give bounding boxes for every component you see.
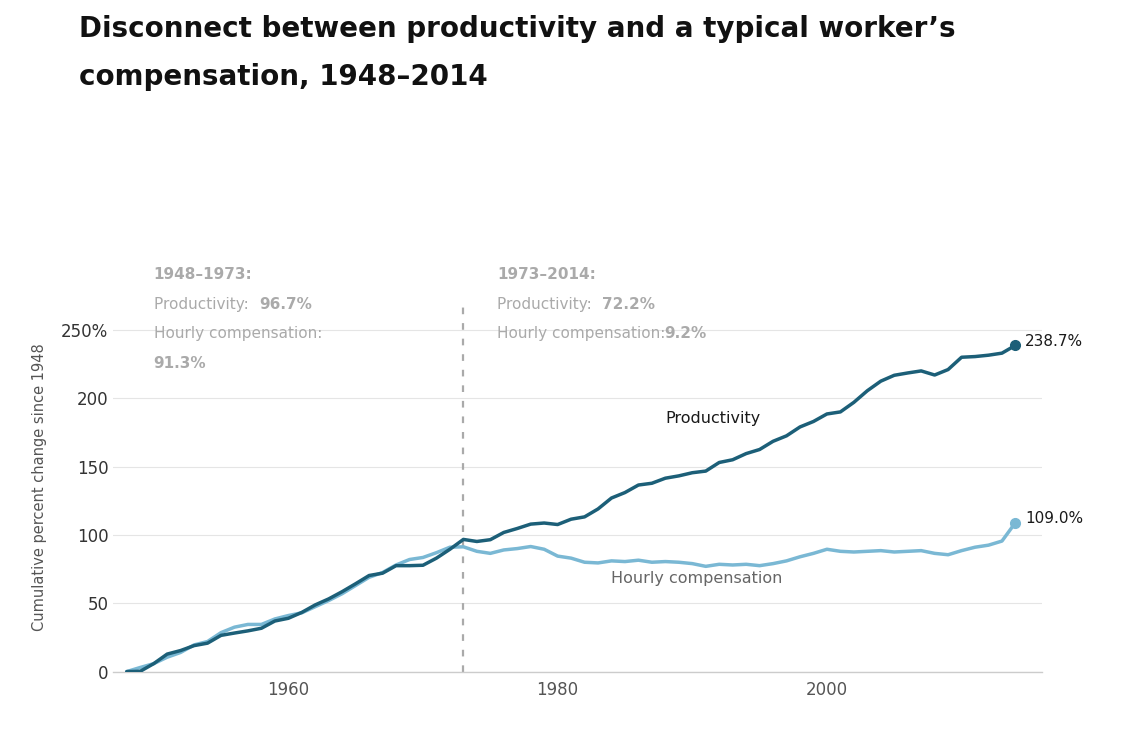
Text: compensation, 1948–2014: compensation, 1948–2014 [79, 63, 488, 91]
Text: 9.2%: 9.2% [665, 326, 707, 341]
Text: Hourly compensation: Hourly compensation [612, 570, 783, 586]
Text: 109.0%: 109.0% [1025, 511, 1083, 526]
Text: 96.7%: 96.7% [259, 297, 312, 311]
Text: Productivity:: Productivity: [497, 297, 597, 311]
Text: Hourly compensation:: Hourly compensation: [154, 326, 322, 341]
Text: Productivity: Productivity [665, 411, 760, 426]
Text: 72.2%: 72.2% [603, 297, 655, 311]
Y-axis label: Cumulative percent change since 1948: Cumulative percent change since 1948 [33, 343, 48, 631]
Text: 238.7%: 238.7% [1025, 334, 1083, 349]
Text: Disconnect between productivity and a typical worker’s: Disconnect between productivity and a ty… [79, 15, 956, 43]
Text: 1948–1973:: 1948–1973: [154, 267, 253, 282]
Text: 1973–2014:: 1973–2014: [497, 267, 596, 282]
Text: Hourly compensation:: Hourly compensation: [497, 326, 671, 341]
Text: 91.3%: 91.3% [154, 356, 206, 370]
Text: Productivity:: Productivity: [154, 297, 254, 311]
